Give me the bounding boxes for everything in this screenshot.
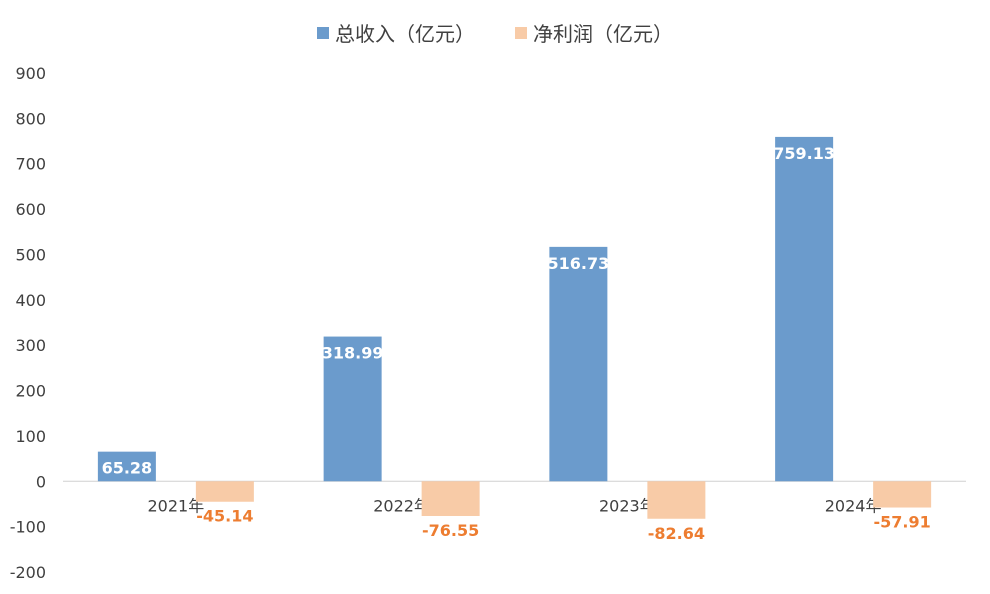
bar	[647, 481, 706, 519]
bar	[421, 481, 480, 516]
bar	[873, 481, 932, 508]
y-tick-label: 900	[15, 64, 46, 83]
y-tick-label: 700	[15, 155, 46, 174]
y-tick-label: -100	[10, 518, 46, 537]
legend-item-net-profit: 净利润（亿元）	[515, 18, 673, 47]
bar	[549, 246, 608, 482]
y-tick-label: 600	[15, 200, 46, 219]
legend-label-net-profit: 净利润（亿元）	[533, 22, 673, 46]
legend-swatch-net-profit	[515, 26, 527, 39]
x-tick-label: 2021年	[148, 496, 205, 515]
y-tick-label: 300	[15, 336, 46, 355]
data-label: 759.13	[773, 144, 835, 163]
data-label: 318.99	[322, 344, 384, 363]
data-label: -82.64	[648, 524, 705, 543]
data-label: -45.14	[196, 507, 253, 526]
bar	[775, 136, 834, 482]
chart-legend: 总收入（亿元） 净利润（亿元）	[0, 18, 990, 47]
data-label: 516.73	[548, 254, 610, 273]
data-label: -57.91	[874, 513, 931, 532]
bar	[323, 336, 382, 482]
bar	[195, 481, 254, 502]
y-tick-label: 800	[15, 109, 46, 128]
y-tick-label: 0	[36, 472, 46, 491]
legend-item-revenue: 总收入（亿元）	[317, 18, 475, 47]
y-tick-label: 400	[15, 291, 46, 310]
y-tick-label: 100	[15, 427, 46, 446]
data-label: -76.55	[422, 521, 479, 540]
data-label: 65.28	[102, 459, 153, 478]
legend-swatch-revenue	[317, 26, 329, 39]
x-tick-label: 2022年	[373, 496, 430, 515]
x-tick-label: 2023年	[599, 496, 656, 515]
x-tick-label: 2024年	[825, 496, 882, 515]
legend-label-revenue: 总收入（亿元）	[335, 22, 475, 46]
y-tick-label: 200	[15, 382, 46, 401]
bar	[97, 451, 156, 482]
y-tick-label: -200	[10, 563, 46, 582]
y-tick-label: 500	[15, 245, 46, 264]
